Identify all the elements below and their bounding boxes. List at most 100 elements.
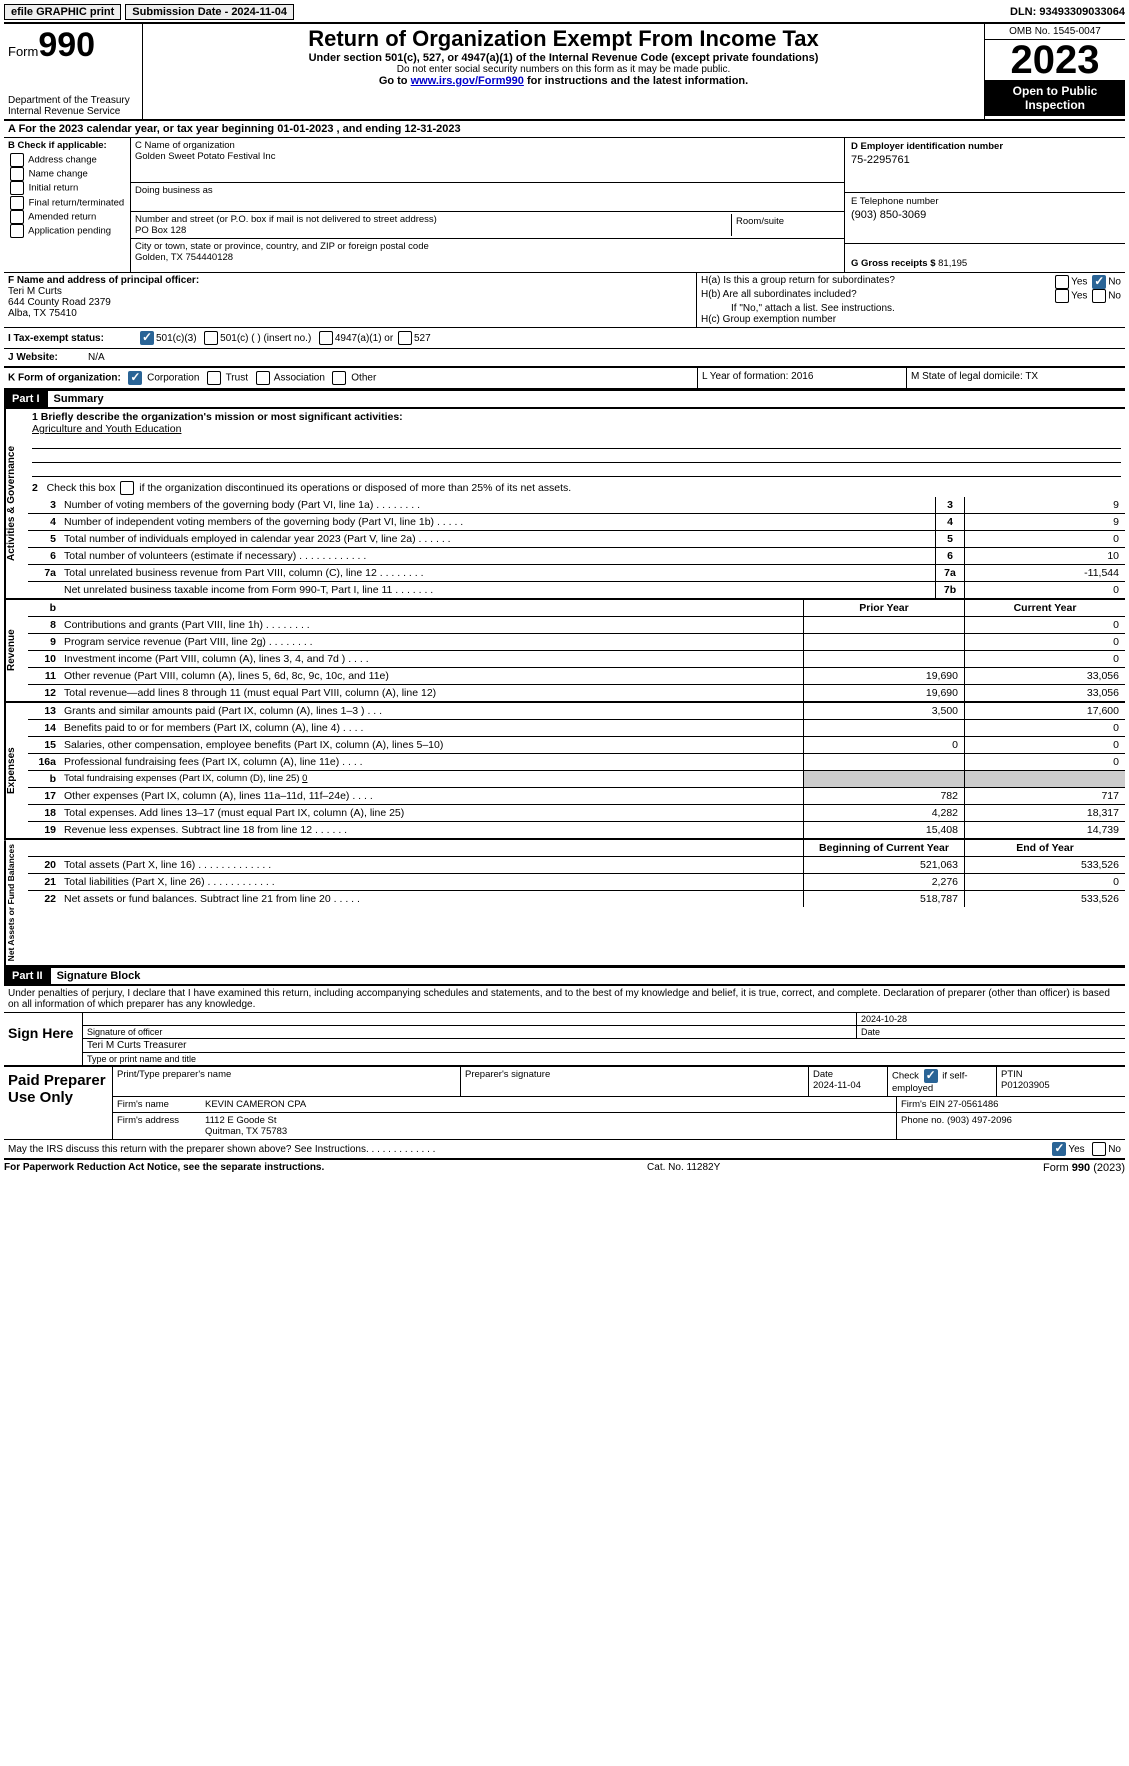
efile-print-button[interactable]: efile GRAPHIC print	[4, 4, 121, 20]
firm-name-label: Firm's name	[113, 1097, 201, 1112]
signer-name-label: Type or print name and title	[83, 1053, 1125, 1065]
rev-line-10: 10Investment income (Part VIII, column (…	[28, 651, 1125, 668]
street-value: PO Box 128	[135, 225, 186, 236]
ha-label: H(a) Is this a group return for subordin…	[701, 275, 1053, 289]
footer-right: Form 990 (2023)	[1043, 1162, 1125, 1174]
form-subtitle-1: Under section 501(c), 527, or 4947(a)(1)…	[149, 52, 978, 64]
form-number: Form990	[8, 26, 138, 65]
label-ein: D Employer identification number	[851, 141, 1003, 152]
ha-yes[interactable]	[1055, 275, 1069, 289]
box-b: B Check if applicable: Address change Na…	[4, 138, 131, 272]
gov-line-6: 6Total number of volunteers (estimate if…	[28, 548, 1125, 565]
row-i: I Tax-exempt status: 501(c)(3) 501(c) ( …	[4, 328, 1125, 349]
firm-addr-label: Firm's address	[113, 1113, 201, 1139]
section-netassets: Net Assets or Fund Balances Beginning of…	[4, 840, 1125, 967]
i-4947[interactable]	[319, 331, 333, 345]
hb-yes[interactable]	[1055, 289, 1069, 303]
website-value: N/A	[88, 352, 105, 363]
submission-date-button[interactable]: Submission Date - 2024-11-04	[125, 4, 294, 20]
hb-label: H(b) Are all subordinates included?	[701, 289, 1053, 303]
section-revenue: Revenue b Prior Year Current Year 8Contr…	[4, 600, 1125, 703]
self-employed-checkbox[interactable]	[924, 1069, 938, 1083]
prep-self-employed: Check if self-employed	[888, 1067, 997, 1096]
phone-value: (903) 850-3069	[851, 207, 1119, 221]
mission-text: Agriculture and Youth Education	[32, 423, 181, 435]
hdr-prior-year: Prior Year	[803, 600, 964, 616]
officer-name: Teri M Curts	[8, 286, 62, 297]
discuss-no[interactable]	[1092, 1142, 1106, 1156]
sign-block: Sign Here 2024-10-28 Signature of office…	[4, 1013, 1125, 1067]
label-gross-receipts: G Gross receipts $	[851, 258, 935, 269]
exp-line-17: 17Other expenses (Part IX, column (A), l…	[28, 788, 1125, 805]
i-527[interactable]	[398, 331, 412, 345]
checkbox-amended-return[interactable]	[10, 210, 24, 224]
rev-line-8: 8Contributions and grants (Part VIII, li…	[28, 617, 1125, 634]
sig-officer-label: Signature of officer	[83, 1026, 856, 1038]
firm-ein: 27-0561486	[948, 1099, 999, 1110]
k-association[interactable]	[256, 371, 270, 385]
paid-preparer-label: Paid Preparer Use Only	[4, 1067, 113, 1139]
k-trust[interactable]	[207, 371, 221, 385]
sign-here-label: Sign Here	[4, 1013, 83, 1065]
firm-phone-label: Phone no.	[901, 1115, 944, 1126]
vlabel-revenue: Revenue	[4, 600, 28, 701]
hb-no[interactable]	[1092, 289, 1106, 303]
section-governance: Activities & Governance 1 Briefly descri…	[4, 409, 1125, 600]
ha-no[interactable]	[1092, 275, 1106, 289]
row-fh: F Name and address of principal officer:…	[4, 273, 1125, 328]
exp-line-b: bTotal fundraising expenses (Part IX, co…	[28, 771, 1125, 788]
form-subtitle-2: Do not enter social security numbers on …	[149, 64, 978, 75]
form-title: Return of Organization Exempt From Incom…	[149, 26, 978, 52]
k-corporation[interactable]	[128, 371, 142, 385]
checkbox-initial-return[interactable]	[10, 181, 24, 195]
box-c: C Name of organization Golden Sweet Pota…	[131, 138, 844, 272]
officer-addr1: 644 County Road 2379	[8, 297, 111, 308]
k-other[interactable]	[332, 371, 346, 385]
i-501c[interactable]	[204, 331, 218, 345]
label-phone: E Telephone number	[851, 196, 939, 207]
hdr-beginning: Beginning of Current Year	[803, 840, 964, 856]
gov-line-3: 3Number of voting members of the governi…	[28, 497, 1125, 514]
footer-left: For Paperwork Reduction Act Notice, see …	[4, 1162, 324, 1174]
label-room: Room/suite	[736, 216, 784, 227]
open-to-public: Open to Public Inspection	[985, 80, 1125, 116]
checkbox-name-change[interactable]	[10, 167, 24, 181]
discuss-yes[interactable]	[1052, 1142, 1066, 1156]
label-org-name: C Name of organization	[135, 140, 235, 151]
sig-date-label: Date	[856, 1026, 1125, 1038]
hdr-current-year: Current Year	[964, 600, 1125, 616]
rev-line-11: 11Other revenue (Part VIII, column (A), …	[28, 668, 1125, 685]
prep-h2: Preparer's signature	[461, 1067, 809, 1096]
state-of-domicile: M State of legal domicile: TX	[907, 368, 1125, 388]
firm-addr1: 1112 E Goode St	[205, 1115, 276, 1126]
vlabel-expenses: Expenses	[4, 703, 28, 838]
gov-line-4: 4Number of independent voting members of…	[28, 514, 1125, 531]
gov-line-7a: 7aTotal unrelated business revenue from …	[28, 565, 1125, 582]
na-line-20: 20Total assets (Part X, line 16) . . . .…	[28, 857, 1125, 874]
form-subtitle-3: Go to www.irs.gov/Form990 for instructio…	[149, 75, 978, 87]
i-501c3[interactable]	[140, 331, 154, 345]
box-deg: D Employer identification number 75-2295…	[844, 138, 1125, 272]
dept-text: Department of the Treasury Internal Reve…	[8, 95, 138, 117]
line2-checkbox[interactable]	[120, 481, 134, 495]
irs-link[interactable]: www.irs.gov/Form990	[411, 75, 524, 87]
firm-ein-label: Firm's EIN	[901, 1099, 945, 1110]
exp-line-14: 14Benefits paid to or for members (Part …	[28, 720, 1125, 737]
row-a-tax-year: A For the 2023 calendar year, or tax yea…	[4, 121, 1125, 138]
org-name: Golden Sweet Potato Festival Inc	[135, 151, 275, 162]
prep-h3: Date	[813, 1069, 833, 1080]
section-bcdeg: B Check if applicable: Address change Na…	[4, 138, 1125, 273]
checkbox-final-return[interactable]	[10, 196, 24, 210]
exp-line-15: 15Salaries, other compensation, employee…	[28, 737, 1125, 754]
exp-line-13: 13Grants and similar amounts paid (Part …	[28, 703, 1125, 720]
vlabel-governance: Activities & Governance	[4, 409, 28, 598]
vlabel-netassets: Net Assets or Fund Balances	[4, 840, 28, 965]
form-header: Form990 Department of the Treasury Inter…	[4, 24, 1125, 121]
discuss-question: May the IRS discuss this return with the…	[8, 1144, 1050, 1155]
checkbox-application-pending[interactable]	[10, 224, 24, 238]
section-expenses: Expenses 13Grants and similar amounts pa…	[4, 703, 1125, 840]
checkbox-address-change[interactable]	[10, 153, 24, 167]
firm-phone: (903) 497-2096	[947, 1115, 1012, 1126]
label-city: City or town, state or province, country…	[135, 241, 429, 252]
preparer-block: Paid Preparer Use Only Print/Type prepar…	[4, 1067, 1125, 1140]
